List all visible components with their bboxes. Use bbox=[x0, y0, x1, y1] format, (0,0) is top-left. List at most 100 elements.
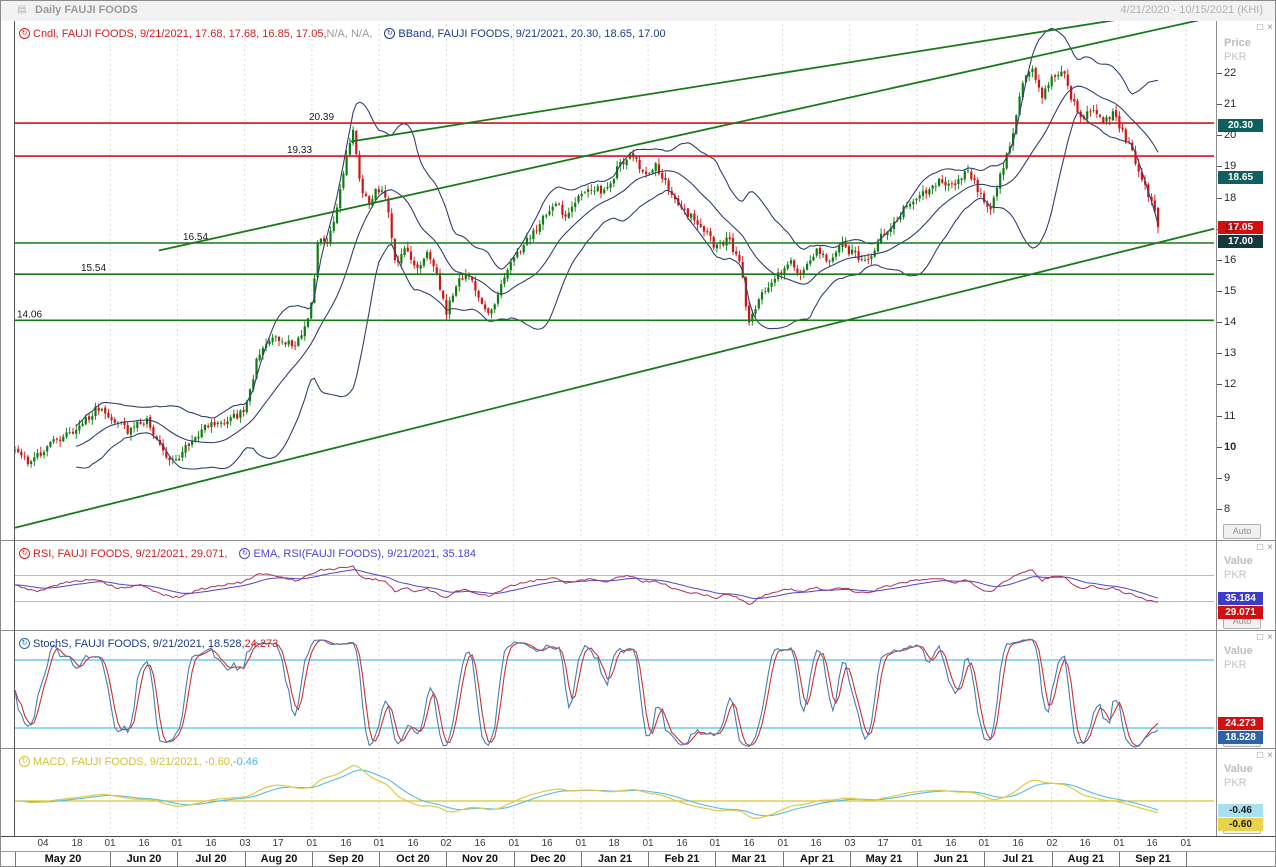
x-tick-label: 16 bbox=[407, 838, 419, 849]
maximize-icon[interactable]: □ bbox=[1257, 542, 1264, 553]
x-month-label: Jul 20 bbox=[177, 852, 244, 866]
price-tick-label: 22 bbox=[1217, 67, 1236, 79]
close-icon[interactable]: × bbox=[1267, 632, 1273, 643]
stochastic-chart[interactable] bbox=[1, 631, 1216, 749]
legend-text: Cndl, FAUJI FOODS, 9/21/2021, 17.68, 17.… bbox=[33, 27, 327, 40]
svg-text:16.54: 16.54 bbox=[183, 232, 208, 243]
rsi-axis[interactable]: □ × Value PKR Auto 35.184 29.071 bbox=[1216, 541, 1275, 631]
maximize-icon[interactable]: □ bbox=[1257, 632, 1264, 643]
close-icon[interactable]: × bbox=[1267, 22, 1273, 33]
axis-value-badge: 17.05 bbox=[1218, 220, 1263, 234]
svg-text:19.33: 19.33 bbox=[287, 145, 312, 156]
x-month-label: Aug 21 bbox=[1052, 852, 1119, 866]
price-tick-label: 9 bbox=[1217, 472, 1230, 484]
x-month-label: Sep 20 bbox=[312, 852, 379, 866]
price-chart[interactable]: 20.39 19.33 16.54 15.54 14.06 bbox=[1, 21, 1216, 541]
x-tick-label: 01 bbox=[642, 838, 654, 849]
x-tick-label: 16 bbox=[1012, 838, 1024, 849]
legend-item[interactable]: ↻ StochS, FAUJI FOODS, 9/21/2021, 18.528,… bbox=[19, 638, 278, 650]
x-tick-label: 01 bbox=[709, 838, 721, 849]
legend-item[interactable]: ↻ RSI, FAUJI FOODS, 9/21/2021, 29.071, bbox=[19, 548, 227, 560]
axis-value-badge: 17.00 bbox=[1218, 234, 1263, 248]
x-tick-label: 01 bbox=[508, 838, 520, 849]
legend-item[interactable]: ↻ Cndl, FAUJI FOODS, 9/21/2021, 17.68, 17… bbox=[19, 28, 372, 40]
price-tick-label: 8 bbox=[1217, 503, 1230, 515]
x-axis-tick-row: 04 18 01 16 01 16 03 17 01 16 01 16 02 16 01 16 01 18 01 16… bbox=[1, 836, 1216, 851]
auto-scale-button[interactable]: Auto bbox=[1223, 524, 1261, 539]
rsi-chart[interactable] bbox=[1, 541, 1216, 631]
x-tick-label: 01 bbox=[373, 838, 385, 849]
x-tick-label: 16 bbox=[474, 838, 486, 849]
legend-text: 24.273 bbox=[244, 637, 279, 650]
x-month-label: Jan 21 bbox=[581, 852, 648, 866]
legend-text: N/A, N/A, bbox=[326, 27, 373, 40]
x-tick-label: 16 bbox=[541, 838, 553, 849]
x-month-label: Sep 21 bbox=[1119, 852, 1186, 866]
panel-controls: □ × bbox=[1253, 750, 1273, 761]
x-month-label: Apr 21 bbox=[783, 852, 850, 866]
x-month-label: Aug 20 bbox=[245, 852, 312, 866]
legend-text: StochS, FAUJI FOODS, 9/21/2021, 18.528, bbox=[33, 637, 245, 650]
panel-separator[interactable] bbox=[1, 630, 1275, 631]
axis-value-badge: 35.184 bbox=[1218, 591, 1263, 605]
x-tick-label: 18 bbox=[608, 838, 620, 849]
price-tick-label: 14 bbox=[1217, 316, 1236, 328]
close-icon[interactable]: × bbox=[1267, 750, 1273, 761]
macd-panel[interactable]: ↻ MACD, FAUJI FOODS, 9/21/2021, -0.60, -0… bbox=[1, 749, 1216, 836]
maximize-icon[interactable]: □ bbox=[1257, 22, 1264, 33]
chart-title: Daily FAUJI FOODS bbox=[35, 4, 138, 16]
macd-chart[interactable] bbox=[1, 749, 1216, 836]
x-month-label: May 21 bbox=[850, 852, 917, 866]
x-tick-label: 16 bbox=[340, 838, 352, 849]
x-tick-label: 02 bbox=[440, 838, 452, 849]
legend-text: EMA, RSI(FAUJI FOODS), 9/21/2021, 35.184 bbox=[253, 547, 476, 560]
x-tick-label: 16 bbox=[945, 838, 957, 849]
price-tick-label: 12 bbox=[1217, 378, 1236, 390]
x-tick-label: 01 bbox=[575, 838, 587, 849]
axis-unit-title: Value bbox=[1224, 645, 1253, 657]
svg-text:20.39: 20.39 bbox=[309, 112, 334, 123]
stochastic-panel[interactable]: ↻ StochS, FAUJI FOODS, 9/21/2021, 18.528,… bbox=[1, 631, 1216, 749]
price-axis[interactable]: □ × Price PKR Auto 20.30 18.65 17.05 17.00 22… bbox=[1216, 21, 1275, 541]
legend-item[interactable]: ↻ BBand, FAUJI FOODS, 9/21/2021, 20.30, 1… bbox=[384, 28, 666, 40]
window-icon: ▤ bbox=[17, 4, 27, 15]
axis-unit: PKR bbox=[1224, 569, 1247, 581]
x-month-label: Oct 20 bbox=[379, 852, 446, 866]
maximize-icon[interactable]: □ bbox=[1257, 750, 1264, 761]
indicator-icon: ↻ bbox=[384, 28, 396, 39]
x-month-label: May 20 bbox=[15, 852, 110, 866]
x-tick-label: 03 bbox=[239, 838, 251, 849]
close-icon[interactable]: × bbox=[1267, 542, 1273, 553]
x-month-label: Nov 20 bbox=[446, 852, 513, 866]
price-tick-label: 10 bbox=[1217, 441, 1236, 453]
price-tick-label: 21 bbox=[1217, 98, 1236, 110]
panel-separator[interactable] bbox=[1, 748, 1275, 749]
legend-item[interactable]: ↻ MACD, FAUJI FOODS, 9/21/2021, -0.60, -0… bbox=[19, 756, 258, 768]
macd-axis[interactable]: □× Value PKR Auto -0.46-0.60 bbox=[1216, 749, 1275, 836]
axis-value-badge: -0.46 bbox=[1218, 803, 1263, 817]
legend-text: RSI, FAUJI FOODS, 9/21/2021, 29.071, bbox=[33, 547, 228, 560]
price-legend: ↻ Cndl, FAUJI FOODS, 9/21/2021, 17.68, 17… bbox=[19, 26, 678, 40]
x-tick-label: 16 bbox=[138, 838, 150, 849]
x-tick-label: 01 bbox=[777, 838, 789, 849]
price-panel[interactable]: 20.39 19.33 16.54 15.54 14.06 ↻ Cndl, FAUJI F… bbox=[1, 21, 1216, 541]
panel-separator[interactable] bbox=[1, 540, 1275, 541]
x-month-label: Jun 20 bbox=[110, 852, 177, 866]
axis-unit: PKR bbox=[1224, 51, 1247, 63]
x-month-label: Dec 20 bbox=[514, 852, 581, 866]
axis-unit: PKR bbox=[1224, 777, 1247, 789]
x-tick-label: 01 bbox=[306, 838, 318, 849]
legend-item[interactable]: ↻ EMA, RSI(FAUJI FOODS), 9/21/2021, 35.18… bbox=[239, 548, 476, 560]
svg-text:14.06: 14.06 bbox=[17, 309, 42, 320]
x-tick-label: 17 bbox=[272, 838, 284, 849]
rsi-panel[interactable]: ↻ RSI, FAUJI FOODS, 9/21/2021, 29.071, ↻ EM… bbox=[1, 541, 1216, 631]
x-tick-label: 03 bbox=[844, 838, 856, 849]
x-tick-label: 16 bbox=[810, 838, 822, 849]
x-tick-label: 16 bbox=[743, 838, 755, 849]
stochastic-legend: ↻ StochS, FAUJI FOODS, 9/21/2021, 18.528,… bbox=[19, 636, 290, 650]
price-tick-label: 16 bbox=[1217, 254, 1236, 266]
axis-value-badge: 29.071 bbox=[1218, 605, 1263, 619]
x-month-label: Mar 21 bbox=[715, 852, 782, 866]
